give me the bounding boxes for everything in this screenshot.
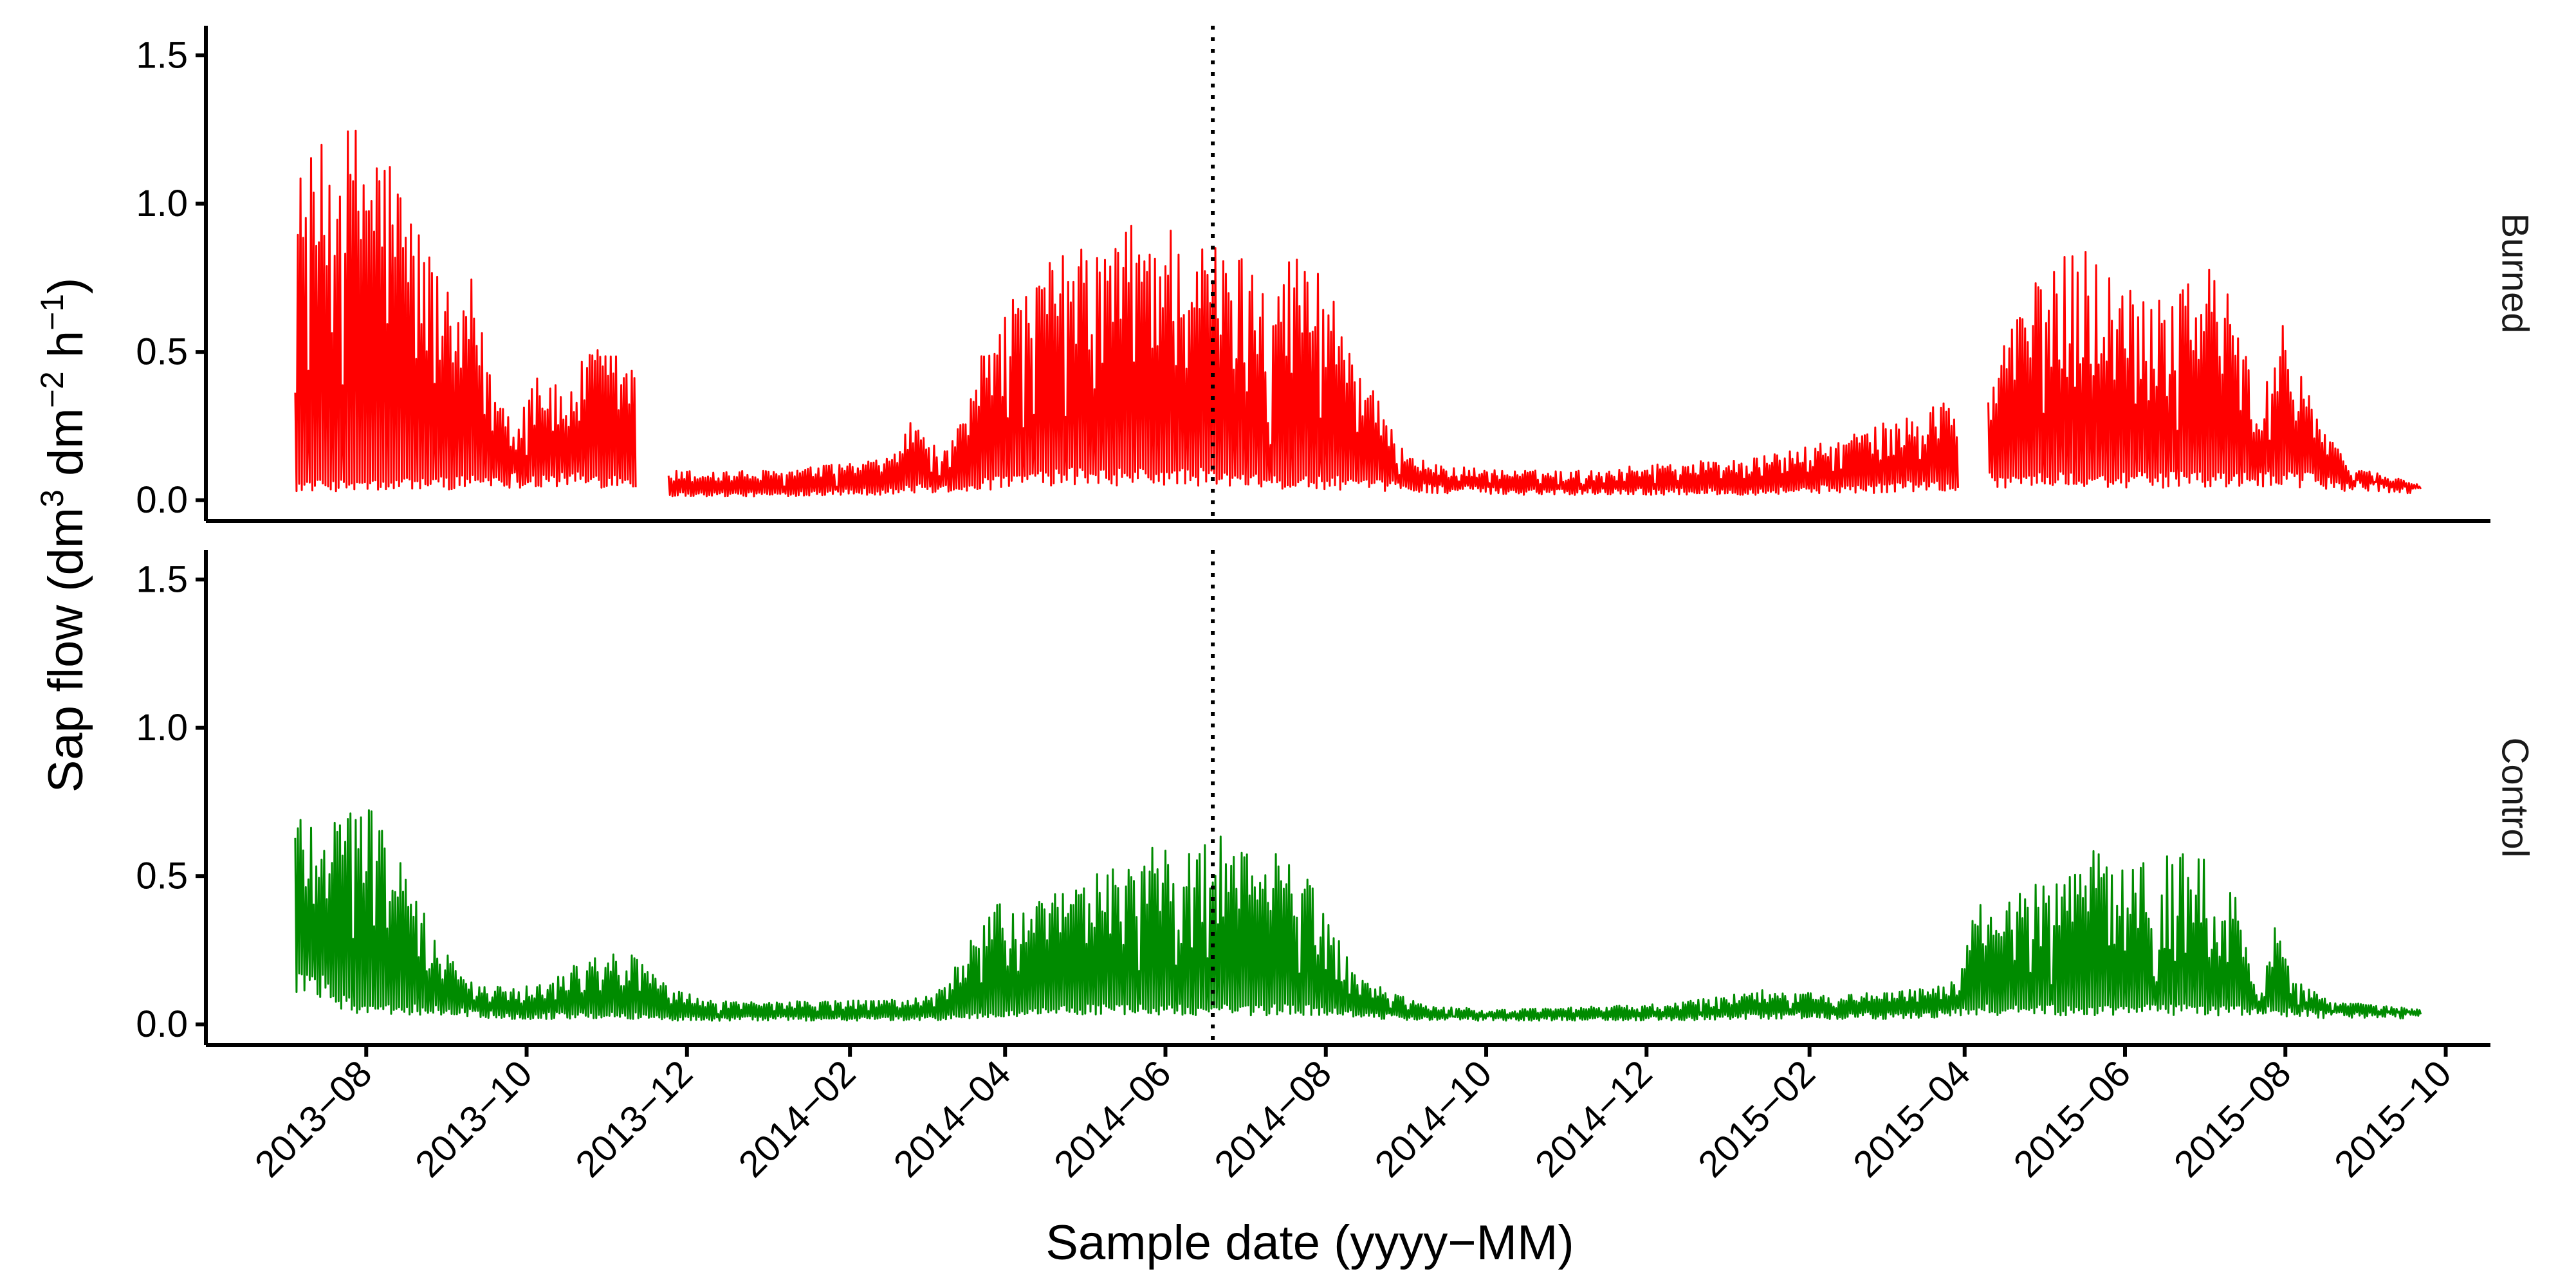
y-axis-title-suffix: ) [39,278,93,294]
burned-y-ticks: 0.0 0.5 1.0 1.5 [136,35,206,521]
y-tick-label: 1.0 [136,183,188,224]
control-y-ticks: 0.0 0.5 1.0 1.5 [136,559,206,1045]
y-axis-title-prefix: Sap flow (dm [39,507,93,793]
y-axis-title-mid: dm [39,408,93,489]
y-tick-label: 0.5 [136,855,188,897]
y-tick-label: 1.0 [136,707,188,749]
y-axis-title-mid-2: h [39,331,93,371]
control-series [294,809,2422,1022]
y-tick-label: 0.0 [136,1003,188,1045]
y-tick-label: 0.0 [136,479,188,521]
burned-series-line [667,224,1959,498]
y-axis-title-sup-2: −2 [34,371,70,408]
y-tick-label: 1.5 [136,35,188,77]
y-tick-label: 1.5 [136,559,188,601]
y-tick-label: 0.5 [136,331,188,373]
x-axis-title: Sample date (yyyy−MM) [1045,1216,1574,1270]
y-axis-title: Sap flow (dm3 dm−2 h−1) [34,278,93,793]
burned-series-line [1987,251,2422,495]
burned-series-line [294,129,637,493]
panel-burned: 0.0 0.5 1.0 1.5 Burned [136,26,2536,523]
panel-label-control: Control [2494,738,2536,858]
panel-control: 0.0 0.5 1.0 1.5 Control [136,550,2536,1047]
y-axis-title-sup-1: 3 [34,489,70,507]
panel-label-burned: Burned [2494,213,2536,333]
burned-series [294,129,2422,498]
control-series-line [294,809,2422,1022]
y-axis-title-sup-3: −1 [34,294,70,331]
